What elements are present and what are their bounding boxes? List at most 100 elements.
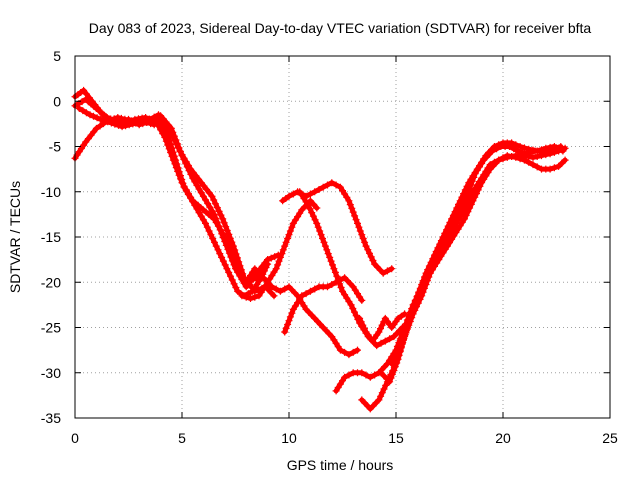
data-point bbox=[231, 244, 235, 248]
data-point bbox=[180, 181, 184, 185]
data-point bbox=[189, 167, 193, 171]
data-point bbox=[255, 276, 259, 280]
data-point bbox=[300, 208, 304, 212]
data-point bbox=[169, 131, 173, 135]
y-tick-label: -35 bbox=[41, 410, 61, 426]
data-point bbox=[341, 289, 344, 293]
data-point bbox=[84, 140, 88, 144]
data-point bbox=[467, 181, 471, 185]
data-point bbox=[531, 155, 535, 159]
data-point bbox=[368, 375, 372, 379]
data-point bbox=[171, 158, 175, 162]
data-point bbox=[394, 348, 398, 352]
data-point bbox=[298, 190, 302, 194]
data-point bbox=[283, 330, 287, 334]
x-tick-label: 25 bbox=[602, 430, 618, 446]
data-point bbox=[488, 163, 492, 167]
chart-title: Day 083 of 2023, Sidereal Day-to-day VTE… bbox=[89, 20, 592, 36]
data-point bbox=[360, 398, 364, 402]
data-point bbox=[424, 271, 428, 275]
data-point bbox=[278, 289, 282, 293]
data-point bbox=[527, 147, 531, 151]
data-point bbox=[525, 152, 528, 156]
data-point bbox=[349, 303, 353, 307]
data-point bbox=[347, 199, 351, 203]
data-point bbox=[430, 267, 434, 271]
data-point bbox=[201, 208, 205, 212]
x-tick-label: 15 bbox=[388, 430, 404, 446]
data-point bbox=[161, 117, 165, 121]
y-axis-title: SDTVAR / TECUs bbox=[7, 181, 23, 293]
data-point bbox=[249, 297, 252, 300]
data-point bbox=[223, 235, 227, 239]
data-point bbox=[94, 126, 98, 130]
y-tick-label: -5 bbox=[49, 139, 62, 155]
data-point bbox=[308, 289, 312, 293]
data-point bbox=[463, 217, 466, 221]
data-point bbox=[201, 194, 205, 198]
x-tick-label: 20 bbox=[495, 430, 511, 446]
data-point bbox=[463, 208, 466, 212]
data-point bbox=[236, 289, 240, 293]
data-point bbox=[287, 194, 291, 198]
y-tick-label: -25 bbox=[41, 320, 61, 336]
series-trace-8 bbox=[242, 265, 361, 359]
data-point bbox=[544, 146, 548, 150]
data-point bbox=[204, 221, 207, 225]
data-point bbox=[225, 267, 229, 271]
data-point bbox=[433, 253, 436, 257]
data-point bbox=[212, 217, 216, 221]
data-point bbox=[281, 199, 285, 203]
data-point bbox=[465, 194, 469, 198]
data-point bbox=[510, 141, 514, 145]
data-point bbox=[377, 330, 381, 334]
data-point bbox=[371, 339, 374, 343]
series-trace-9 bbox=[281, 274, 366, 336]
data-point bbox=[234, 262, 237, 266]
data-point bbox=[152, 123, 156, 127]
data-point bbox=[304, 307, 308, 311]
data-point bbox=[396, 316, 400, 320]
y-tick-label: -20 bbox=[41, 274, 61, 290]
data-point bbox=[471, 199, 475, 203]
data-point bbox=[454, 231, 458, 234]
data-point bbox=[505, 155, 509, 159]
data-point bbox=[191, 176, 195, 180]
y-tick-label: -30 bbox=[41, 365, 61, 381]
data-point bbox=[540, 167, 543, 171]
data-point bbox=[144, 116, 148, 119]
y-tick-label: -10 bbox=[41, 184, 61, 200]
data-point bbox=[347, 353, 351, 357]
data-point bbox=[165, 131, 169, 135]
data-point bbox=[531, 163, 535, 167]
data-point bbox=[390, 362, 394, 366]
x-axis-title: GPS time / hours bbox=[287, 457, 394, 473]
data-point bbox=[351, 371, 355, 375]
data-point bbox=[178, 149, 182, 153]
y-tick-label: 0 bbox=[53, 93, 61, 109]
data-point bbox=[516, 149, 520, 153]
series-layer bbox=[71, 86, 569, 413]
data-point bbox=[330, 181, 334, 185]
data-point bbox=[552, 145, 556, 148]
data-point bbox=[133, 117, 137, 121]
x-tick-label: 5 bbox=[178, 430, 186, 446]
data-point bbox=[360, 298, 364, 302]
data-point bbox=[291, 307, 295, 311]
data-point bbox=[450, 217, 454, 221]
data-point bbox=[563, 158, 567, 162]
x-tick-label: 0 bbox=[71, 430, 79, 446]
data-point bbox=[518, 145, 522, 148]
data-point bbox=[90, 99, 94, 103]
data-point bbox=[364, 244, 368, 248]
data-point bbox=[501, 141, 505, 145]
data-point bbox=[356, 348, 359, 352]
data-point bbox=[484, 154, 488, 158]
data-point bbox=[358, 316, 362, 320]
data-point bbox=[338, 348, 342, 352]
data-point bbox=[323, 244, 327, 248]
data-point bbox=[377, 398, 381, 402]
data-point bbox=[272, 294, 276, 298]
data-point bbox=[315, 221, 319, 225]
